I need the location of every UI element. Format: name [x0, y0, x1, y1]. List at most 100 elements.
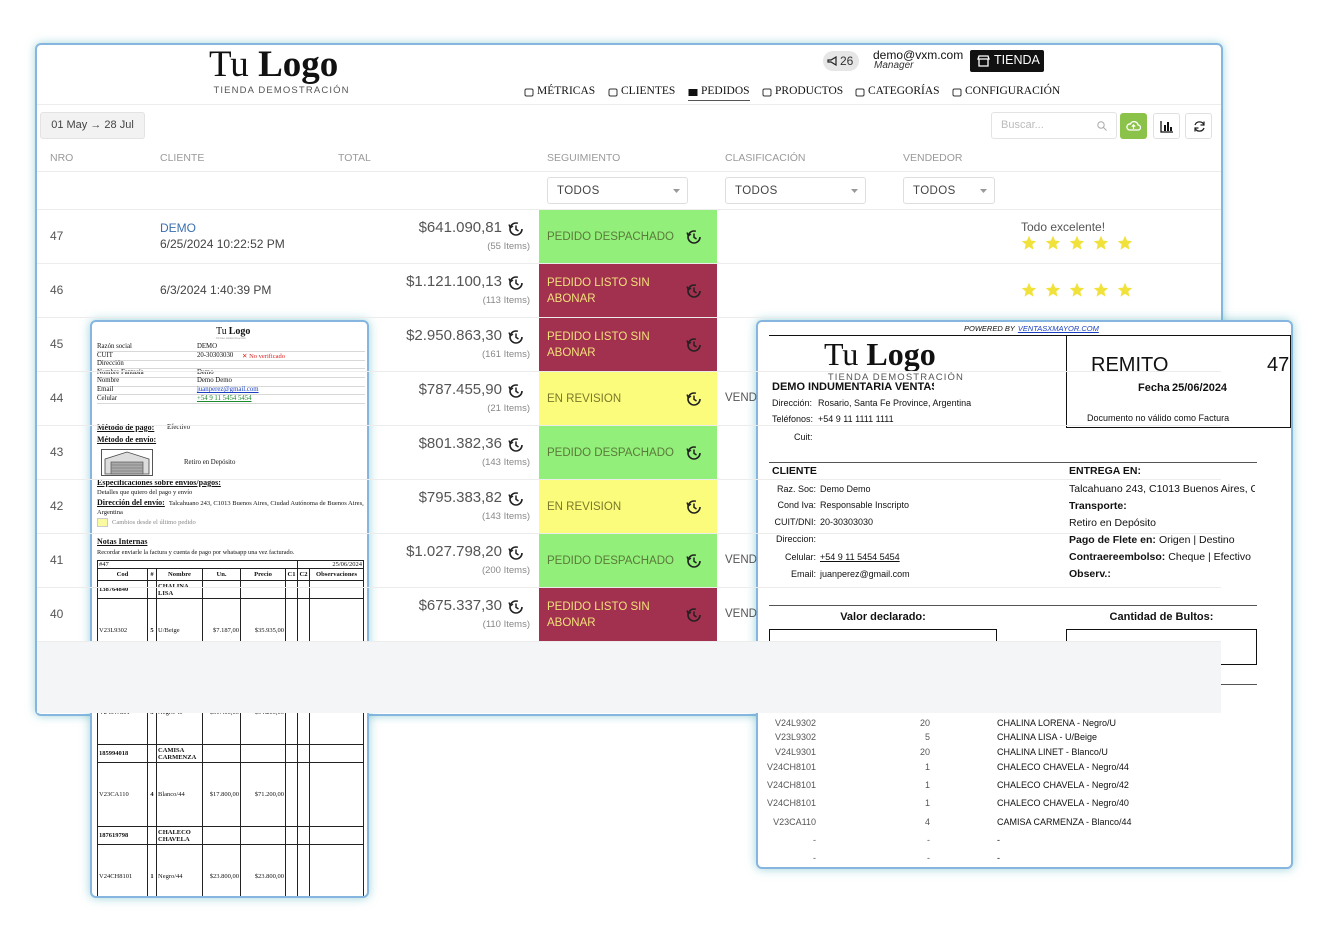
column-header: Nombre — [156, 568, 203, 581]
nav-label: CONFIGURACIÓN — [965, 85, 1061, 97]
status-label[interactable]: PEDIDO DESPACHADO — [547, 231, 674, 243]
logo-bold: Logo — [228, 326, 251, 337]
product-row: 187619798 CHALECO CHAVELA — [97, 826, 364, 845]
search-box[interactable]: Buscar... — [991, 112, 1117, 139]
status-label[interactable]: EN REVISION — [547, 501, 622, 513]
cell — [147, 744, 157, 763]
client-value: Responsable Inscripto — [820, 500, 910, 510]
client-title: CLIENTE — [772, 465, 817, 477]
filter-select[interactable]: TODOS — [547, 177, 688, 204]
status-label[interactable]: PEDIDO DESPACHADO — [547, 447, 674, 459]
order-total: $801.382,36 — [418, 435, 502, 452]
item-count: (161 Items) — [481, 349, 530, 360]
warehouse-icon — [101, 449, 153, 476]
logo-subtitle: TIENDA DEMOSTRACIÓN — [216, 337, 246, 340]
history-icon — [686, 230, 701, 244]
status-label[interactable]: PEDIDO DESPACHADO — [547, 555, 674, 567]
item-count: (143 Items) — [481, 511, 530, 522]
nav-item[interactable]: CONFIGURACIÓN — [952, 85, 1060, 101]
divider — [37, 263, 1221, 264]
line-price: $71.200,00 — [240, 762, 286, 827]
item-qty: 1 — [924, 780, 930, 790]
cell — [309, 580, 364, 599]
star — [1069, 282, 1085, 297]
logo-light: Tu — [216, 326, 227, 337]
product-name: CHALECO CHAVELA — [156, 826, 203, 845]
notes-text: Recordar enviarle la factura y cuenta de… — [97, 549, 295, 556]
megaphone-icon — [827, 56, 837, 66]
nav-item[interactable]: CATEGORÍAS — [855, 85, 940, 101]
freight: Pago de Flete en: Origen | Destino — [1069, 534, 1235, 546]
nav-item[interactable]: MÉTRICAS — [524, 85, 595, 101]
product-name: CHALINA LISA — [156, 580, 203, 599]
item-code: V24L9301 — [774, 747, 816, 757]
item-code: V24L9302 — [774, 718, 816, 728]
status-label[interactable]: PEDIDO LISTO SIN ABONAR — [547, 331, 650, 359]
variant-qty: 1 — [147, 844, 157, 896]
notifications-badge[interactable]: 26 — [823, 51, 859, 71]
history-icon — [508, 600, 523, 614]
product-code: 138764840 — [97, 580, 148, 599]
status-label[interactable]: PEDIDO LISTO SIN ABONAR — [547, 277, 650, 305]
refresh-button[interactable] — [1185, 113, 1212, 139]
stats-button[interactable] — [1153, 113, 1180, 139]
history-icon — [508, 492, 523, 506]
nav-item[interactable]: CLIENTES — [608, 85, 675, 101]
column-header: SEGUIMIENTO — [547, 152, 621, 164]
caret — [673, 189, 680, 193]
cell — [309, 744, 364, 763]
export-button[interactable] — [1120, 113, 1147, 139]
divider — [97, 359, 365, 361]
divider — [37, 587, 1221, 588]
cell — [309, 826, 364, 845]
powered-link[interactable]: VENTASXMAYOR.COM — [1017, 324, 1099, 333]
company-label: Dirección: — [772, 398, 813, 408]
powered-by: POWERED BY VENTASXMAYOR.COM — [964, 324, 1099, 333]
star — [1093, 282, 1109, 297]
status-label[interactable]: EN REVISION — [547, 393, 622, 405]
item-code: - — [813, 853, 816, 863]
review-comment: Todo excelente! — [1021, 220, 1106, 234]
unit-price: $23.800,00 — [202, 844, 241, 896]
divider — [37, 533, 1221, 534]
logo-subtitle: TIENDA DEMOSTRACIÓN — [827, 372, 965, 383]
item-count: (21 Items) — [487, 403, 530, 414]
search-placeholder: Buscar... — [1001, 119, 1044, 131]
declared-label: Valor declarado: — [840, 611, 926, 623]
payment-label: Método de pago: — [97, 423, 155, 432]
store-button[interactable]: TIENDA — [970, 50, 1044, 72]
filter-select[interactable]: TODOS — [903, 177, 995, 204]
filter-select[interactable]: TODOS — [725, 177, 866, 204]
cell — [297, 744, 310, 763]
client-name[interactable]: DEMO — [160, 221, 196, 235]
variant-name: Negro/44 — [156, 844, 203, 896]
cell — [297, 844, 310, 896]
item-code: - — [813, 835, 816, 845]
shipping-label: Método de envío: — [97, 435, 157, 444]
variant-code: V24CH8101 — [97, 844, 148, 896]
disclaimer: Documento no válido como Factura — [1087, 413, 1230, 423]
item-description: CHALINA LORENA - Negro/U — [997, 718, 1117, 728]
field-value: Demo Demo — [197, 377, 232, 385]
history-icon — [686, 392, 701, 406]
item-description: CHALINA LINET - Blanco/U — [997, 747, 1108, 757]
status-label[interactable]: PEDIDO LISTO SIN ABONAR — [547, 601, 650, 629]
field-value[interactable]: +54 9 11 5454 5454 — [197, 394, 252, 402]
date-range[interactable]: 01 May → 28 Jul — [40, 112, 145, 139]
item-code: V24CH8101 — [766, 762, 816, 772]
order-number: 44 — [50, 391, 64, 405]
field-value[interactable]: juanperez@gmail.com — [197, 386, 259, 393]
cell — [285, 844, 298, 896]
vendor: VEND — [725, 554, 757, 566]
nav-item[interactable]: PEDIDOS — [688, 85, 750, 101]
item-description: CHALECO CHAVELA - Negro/40 — [997, 798, 1129, 808]
nav-item[interactable]: PRODUCTOS — [762, 85, 843, 101]
history-icon — [508, 384, 523, 398]
shipping-address: Dirección del envío: Talcahuano 243, C101… — [97, 498, 367, 517]
caret — [980, 189, 987, 193]
address-label: Dirección del envío: — [97, 498, 165, 507]
field-label: Dirección — [97, 360, 124, 368]
status-cell: EN REVISION — [539, 480, 717, 534]
item-count: (110 Items) — [482, 619, 530, 630]
variant-qty: 4 — [147, 762, 157, 827]
